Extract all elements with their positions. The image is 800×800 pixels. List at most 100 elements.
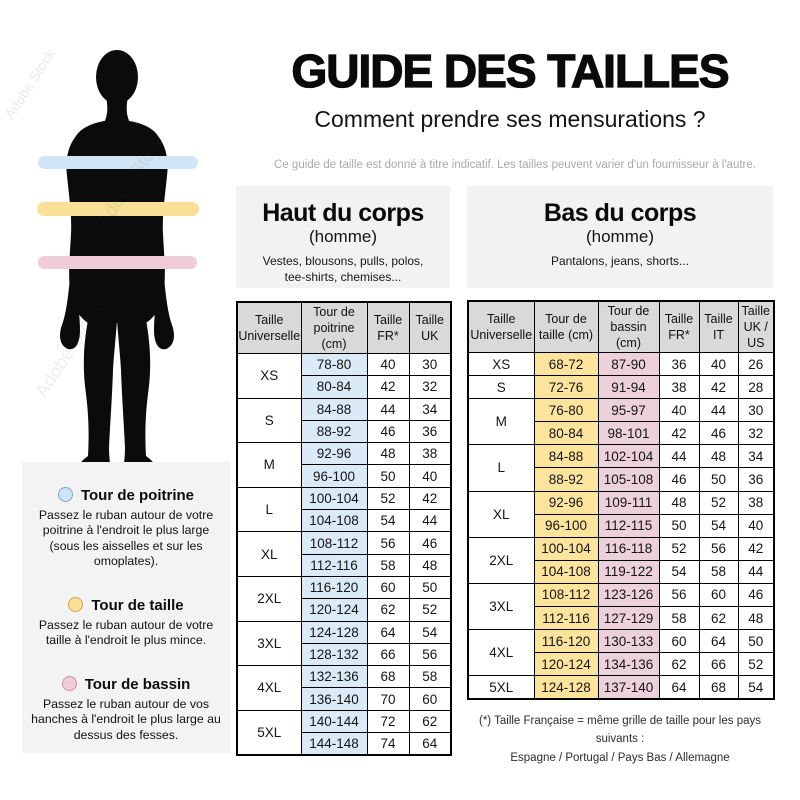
table-row: 136-140 70 60 xyxy=(237,687,452,711)
value-cell: 100-104 xyxy=(533,536,599,561)
body-silhouette-figure: Adobe Stock Adobe Stock Adobe Stock xyxy=(1,10,230,480)
value-cell: 104-108 xyxy=(300,509,368,533)
value-cell: 34 xyxy=(408,397,452,421)
value-cell: 56 xyxy=(658,582,700,608)
value-cell: 58 xyxy=(658,606,700,631)
value-cell: 116-120 xyxy=(300,575,368,600)
value-cell: 38 xyxy=(658,375,700,400)
value-cell: 44 xyxy=(737,559,775,584)
table-row: S 84-88 44 34 xyxy=(236,397,452,444)
value-cell: 136-140 xyxy=(300,687,368,711)
upper-body-size-table: Taille Universelle Tour de poitrine (cm) T… xyxy=(236,301,452,757)
value-cell: 42 xyxy=(408,486,452,511)
value-cell: 52 xyxy=(698,490,739,515)
value-cell: 46 xyxy=(366,419,410,444)
value-cell: 60 xyxy=(366,575,410,600)
table-row: 112-116 127-129 58 62 48 xyxy=(468,606,775,631)
value-cell: 44 xyxy=(658,444,700,469)
value-cell: 127-129 xyxy=(597,606,660,631)
value-cell: 64 xyxy=(658,675,700,700)
value-cell: 108-112 xyxy=(300,531,368,555)
table-row: 104-108 54 44 xyxy=(237,509,452,533)
value-cell: 28 xyxy=(737,375,775,400)
table-row: 80-84 98-101 42 46 32 xyxy=(468,421,775,446)
table-row: 88-92 105-108 46 50 36 xyxy=(468,467,775,492)
value-cell: 54 xyxy=(408,620,452,644)
size-cell: 3XL xyxy=(467,582,535,631)
size-cell: M xyxy=(467,398,535,446)
table-row: 5XL 124-128 137-140 64 68 54 xyxy=(467,675,775,700)
value-cell: 50 xyxy=(737,629,775,654)
value-cell: 96-100 xyxy=(533,513,599,538)
value-cell: 68 xyxy=(698,675,739,700)
french-size-footnote: (*) Taille Française = même grille de ta… xyxy=(460,712,780,767)
value-cell: 87-90 xyxy=(597,351,660,377)
value-cell: 60 xyxy=(408,687,452,711)
size-cell: XS xyxy=(236,353,302,399)
value-cell: 40 xyxy=(366,352,410,377)
value-cell: 128-132 xyxy=(300,642,368,667)
value-cell: 46 xyxy=(698,421,739,446)
value-cell: 58 xyxy=(366,553,410,577)
value-cell: 84-88 xyxy=(300,397,368,421)
value-cell: 112-116 xyxy=(300,553,368,577)
size-cell: XL xyxy=(236,531,302,577)
legend-item-hips: Tour de bassin Passez le ruban autour de… xyxy=(22,675,230,743)
size-cell: 3XL xyxy=(236,620,302,667)
size-cell: 2XL xyxy=(236,575,302,622)
value-cell: 66 xyxy=(366,642,410,667)
value-cell: 48 xyxy=(366,442,410,466)
table-row: L 84-88 102-104 44 48 34 xyxy=(467,444,775,492)
value-cell: 44 xyxy=(698,398,739,423)
table-header-row: Taille Universelle Tour de poitrine (cm) T… xyxy=(236,301,452,354)
value-cell: 50 xyxy=(366,464,410,488)
table-row: 3XL 108-112 123-126 56 60 46 xyxy=(467,582,775,631)
value-cell: 70 xyxy=(366,687,410,711)
measurement-band-chest xyxy=(38,156,198,169)
size-cell: S xyxy=(236,397,302,444)
value-cell: 52 xyxy=(658,536,700,561)
value-cell: 32 xyxy=(408,375,452,399)
value-cell: 60 xyxy=(658,629,700,654)
size-cell: L xyxy=(236,486,302,533)
legend-item-chest: Tour de poitrine Passez le ruban autour … xyxy=(22,487,230,570)
footnote-line-2: Espagne / Portugal / Pays Bas / Allemagn… xyxy=(510,751,730,764)
section-audience: (homme) xyxy=(585,227,654,246)
value-cell: 64 xyxy=(408,732,452,756)
value-cell: 48 xyxy=(737,606,775,631)
value-cell: 84-88 xyxy=(533,444,599,469)
value-cell: 52 xyxy=(366,486,410,511)
table-row: 4XL 116-120 130-133 60 64 50 xyxy=(467,629,775,677)
value-cell: 134-136 xyxy=(597,652,660,677)
table-row: 120-124 62 52 xyxy=(237,598,452,622)
value-cell: 32 xyxy=(737,421,775,446)
table-row: XL 92-96 109-111 48 52 38 xyxy=(467,490,775,538)
value-cell: 50 xyxy=(408,575,452,600)
section-audience: (homme) xyxy=(308,227,377,246)
value-cell: 50 xyxy=(658,513,700,538)
value-cell: 56 xyxy=(366,531,410,555)
value-cell: 68 xyxy=(366,665,410,689)
value-cell: 40 xyxy=(737,513,775,538)
column-header: Taille FR* xyxy=(366,301,410,354)
value-cell: 36 xyxy=(737,467,775,492)
column-header: Taille Universelle xyxy=(236,301,302,354)
value-cell: 109-111 xyxy=(597,490,660,515)
value-cell: 60 xyxy=(698,582,739,608)
value-cell: 46 xyxy=(737,582,775,608)
value-cell: 80-84 xyxy=(533,421,599,446)
legend-item-waist: Tour de taille Passez le ruban autour de… xyxy=(22,596,230,649)
table-row: 112-116 58 48 xyxy=(237,553,452,577)
disclaimer-text: Ce guide de taille est donné à titre ind… xyxy=(274,159,756,171)
value-cell: 48 xyxy=(698,444,739,469)
table-row: 5XL 140-144 72 62 xyxy=(236,709,452,756)
column-header: Taille UK / US xyxy=(737,300,775,353)
value-cell: 44 xyxy=(366,397,410,421)
section-description: Vestes, blousons, pulls, polos, tee-shir… xyxy=(262,254,424,284)
value-cell: 50 xyxy=(698,467,739,492)
legend-title: Tour de taille xyxy=(22,596,230,614)
value-cell: 58 xyxy=(408,665,452,689)
value-cell: 137-140 xyxy=(597,675,660,700)
value-cell: 88-92 xyxy=(300,419,368,444)
table-row: 2XL 100-104 116-118 52 56 42 xyxy=(467,536,775,584)
